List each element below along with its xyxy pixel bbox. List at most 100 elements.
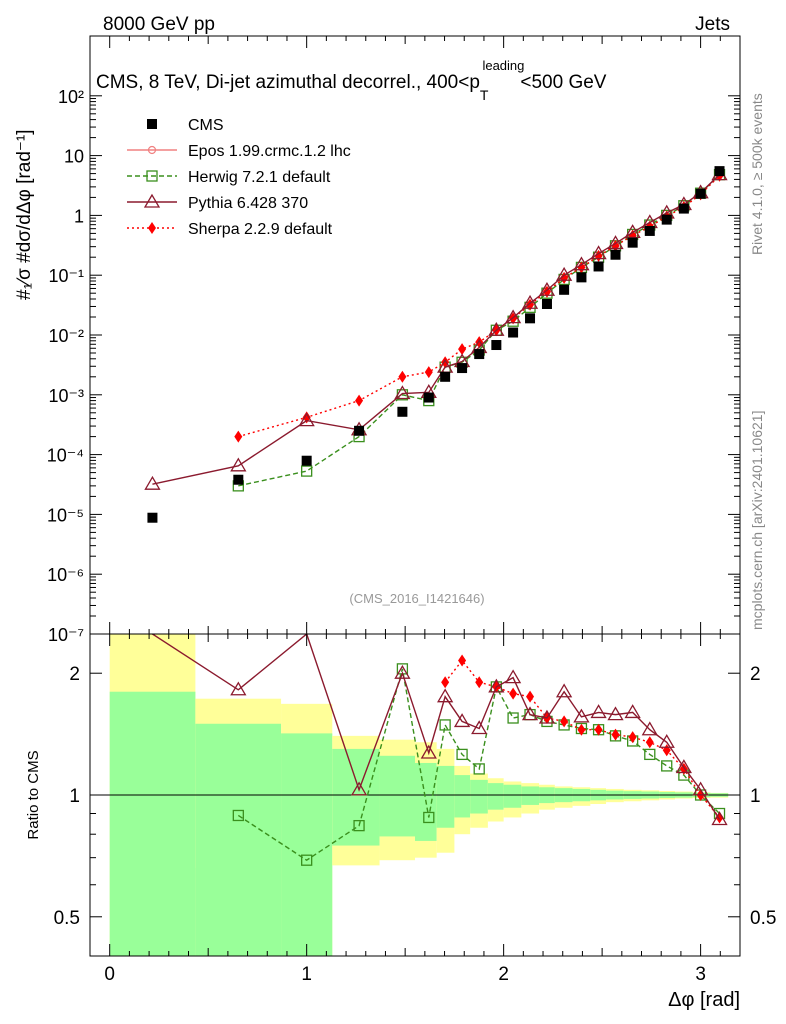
cms-main-point [474, 349, 485, 360]
pythia-ratio-point [675, 759, 692, 774]
stat-uncertainty-band [109, 691, 196, 956]
x-axis: 0 1 2 3 [104, 634, 721, 985]
herwig-ratio-point [439, 719, 451, 731]
stat-uncertainty-band [436, 765, 455, 828]
main-y-tick-label: 10² [58, 87, 84, 107]
main-y-tick-label: 10⁻⁴ [47, 446, 84, 466]
stat-uncertainty-band [195, 723, 282, 956]
sherpa-main-point [560, 271, 569, 284]
herwig-ratio-point [232, 809, 244, 822]
main-y-tick-label: 10 [64, 147, 84, 167]
cms-main-point [491, 340, 502, 351]
main-x-ticks [109, 36, 721, 634]
pythia-main-point [607, 235, 624, 250]
ratio-y-tick-label: 2 [69, 664, 80, 685]
main-y-tick-label: 10⁻¹ [48, 266, 84, 286]
stat-uncertainty-band [332, 748, 380, 846]
main-series-group [144, 166, 728, 523]
cms-main-point [440, 371, 451, 382]
stat-uncertainty-band [379, 755, 415, 837]
pythia-main-point [504, 309, 522, 324]
sherpa-main-point [424, 366, 433, 379]
sherpa-ratio-point [560, 715, 569, 728]
pythia-ratio-point [504, 669, 522, 684]
herwig-ratio-point [661, 760, 673, 772]
pythia-main-point [144, 475, 161, 490]
stat-uncertainty-band [521, 786, 540, 805]
pythia-main-point [488, 321, 505, 336]
header-process-label: Jets [695, 14, 730, 35]
cms-main-point [354, 425, 365, 436]
cms-main-point [714, 166, 725, 177]
ratio-y-tick-label-right: 0.5 [750, 908, 776, 929]
pythia-main-point [590, 245, 607, 260]
pythia-ratio-point [453, 713, 471, 728]
legend-label: Pythia 6.428 370 [188, 195, 308, 212]
legend-label: Sherpa 2.2.9 default [188, 221, 333, 238]
cms-main-point [695, 188, 706, 199]
cms-main-point [457, 363, 468, 374]
pythia-main-point [521, 294, 539, 309]
cms-main-point [610, 249, 621, 260]
legend-label: Epos 1.99.crmc.1.2 lhc [188, 143, 351, 160]
legend-label: Herwig 7.2.1 default [188, 169, 331, 186]
main-y-tick-label: 10⁻² [48, 326, 84, 346]
pythia-main-point [230, 457, 247, 472]
sherpa-main-point [234, 430, 243, 443]
sherpa-ratio-point [475, 676, 484, 689]
sherpa-ratio-point [526, 690, 535, 703]
side-label-rivet: Rivet 4.1.0, ≥ 500k events [749, 93, 765, 255]
ratio-series-group [152, 632, 728, 866]
sherpa-ratio-point [594, 723, 603, 736]
ratio-y-axis-label: Ratio to CMS [25, 750, 42, 839]
cms-main-point [541, 298, 552, 309]
herwig-ratio-point [423, 811, 435, 824]
cms-main-point [593, 261, 604, 272]
herwig-main-point [301, 465, 313, 477]
cms-main-point [233, 474, 244, 485]
pythia-ratio-point [590, 704, 607, 719]
pythia-ratio-point [624, 704, 641, 719]
cms-main-point [627, 237, 638, 248]
pythia-main-point [538, 281, 556, 296]
ratio-y-tick-label-right: 2 [750, 664, 761, 685]
cms-main-point [147, 512, 158, 523]
cms-legend-marker [147, 119, 157, 129]
sherpa-ratio-point [509, 687, 518, 700]
sherpa-main-point [577, 261, 586, 274]
sherpa-ratio-point [441, 676, 450, 689]
pythia-main-point [394, 385, 411, 400]
cms-main-point [508, 327, 519, 338]
pythia-main-point [555, 266, 573, 281]
sherpa-legend-marker [148, 222, 156, 234]
stat-uncertainty-band [503, 784, 522, 808]
analysis-watermark: (CMS_2016_I1421646) [349, 591, 484, 606]
sherpa-main-point [355, 394, 364, 407]
stat-uncertainty-band [281, 733, 333, 956]
sherpa-ratio-point [611, 728, 620, 741]
pythia-ratio-point [471, 720, 488, 735]
pythia-ratio-point [555, 683, 573, 698]
cms-main-point [301, 455, 312, 466]
pythia-ratio-point [658, 733, 675, 748]
side-label-mcplots: mcplots.cern.ch [arXiv:2401.10621] [749, 411, 765, 630]
pythia-ratio-point [420, 744, 437, 759]
herwig-ratio-line [237, 668, 721, 862]
ratio-y-tick-label-right: 1 [750, 786, 761, 807]
herwig-legend-marker [146, 170, 158, 182]
sherpa-main-line [238, 175, 721, 438]
main-y-tick-label: 10⁻³ [48, 386, 84, 406]
ratio-panel-bands [109, 634, 729, 956]
herwig-ratio-point [473, 763, 485, 775]
herwig-ratio-point [301, 854, 313, 866]
pythia-legend-marker [143, 193, 161, 208]
sherpa-ratio-point [645, 736, 654, 749]
cms-main-point [678, 203, 689, 214]
herwig-ratio-point [353, 819, 365, 832]
pythia-main-point [624, 224, 641, 239]
sherpa-ratio-point [715, 811, 724, 824]
stat-uncertainty-band [454, 775, 471, 818]
sherpa-ratio-point [458, 654, 467, 667]
sherpa-ratio-point [628, 731, 637, 744]
pythia-ratio-point [573, 708, 590, 723]
